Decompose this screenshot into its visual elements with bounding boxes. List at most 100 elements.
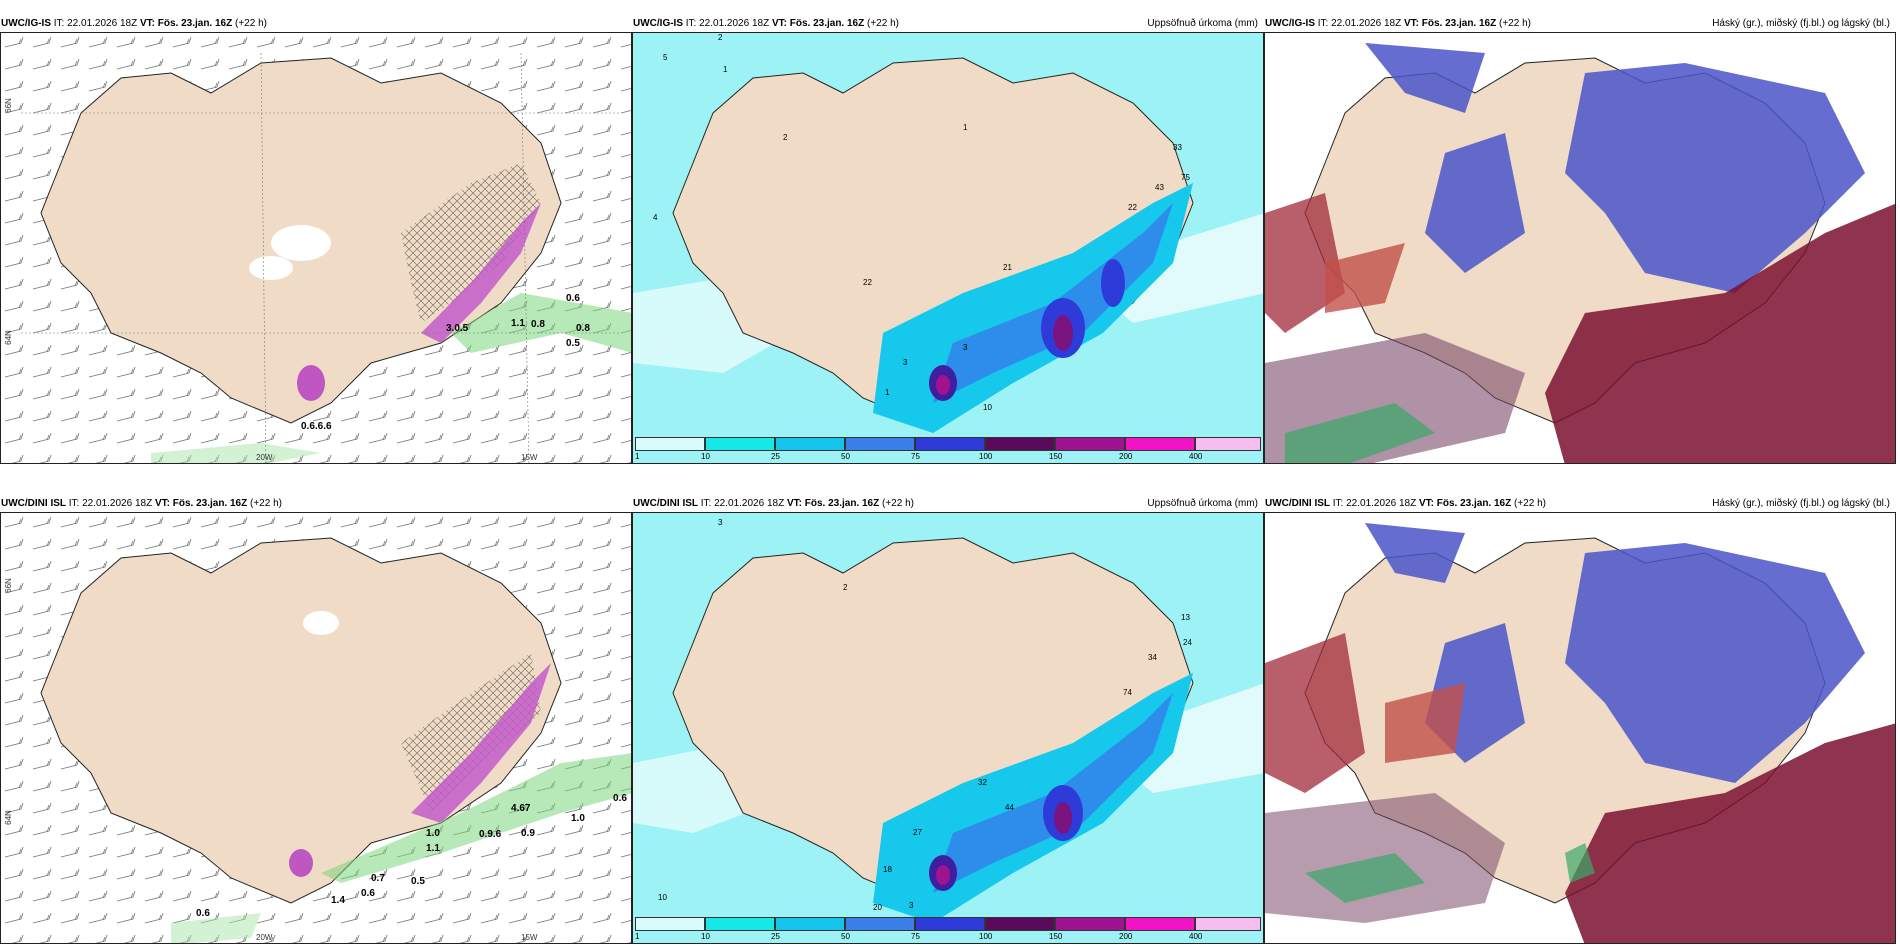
precip-value: 22 <box>1128 203 1137 212</box>
colorbar-label: 25 <box>771 932 780 941</box>
colorbar-segment <box>985 437 1055 451</box>
precip-value: 3 <box>718 518 723 527</box>
value-label: 1.4 <box>331 895 345 906</box>
lead-time: (+22 h) <box>1499 18 1531 29</box>
precip-value: 13 <box>1181 613 1190 622</box>
init-time: IT: 22.01.2026 18Z <box>1317 18 1402 29</box>
colorbar-segment <box>705 917 775 931</box>
valid-time: VT: Fös. 23.jan. 16Z <box>154 498 248 509</box>
precip-value: 1 <box>963 123 968 132</box>
value-label: 0.8 <box>531 319 545 330</box>
colorbar-label: 75 <box>911 932 920 941</box>
colorbar-label: 200 <box>1119 932 1133 941</box>
colorbar-label: 10 <box>701 452 710 461</box>
colorbar-label: 100 <box>979 452 993 461</box>
colorbar-label: 150 <box>1049 932 1063 941</box>
lat-label-64n: 64N <box>3 330 13 345</box>
model-name: UWC/DINI ISL <box>1265 498 1330 509</box>
lead-time: (+22 h) <box>250 498 282 509</box>
header-tc: UWC/IG-IS IT: 22.01.2026 18Z VT: Fös. 23… <box>632 16 1264 32</box>
init-time: IT: 22.01.2026 18Z <box>53 18 138 29</box>
map-precip-tc <box>633 33 1263 463</box>
map-panel-precip-bc: 3 2 13 24 34 74 32 44 27 18 20 3 10 1 10… <box>632 512 1264 944</box>
colorbar-label: 25 <box>771 452 780 461</box>
precip-value: 32 <box>978 778 987 787</box>
value-label: 4.67 <box>511 803 531 814</box>
colorbar-label: 50 <box>841 932 850 941</box>
init-time: IT: 22.01.2026 18Z <box>68 498 153 509</box>
precip-value: 33 <box>1173 143 1182 152</box>
precip-value: 74 <box>1123 688 1132 697</box>
colorbar-segment <box>775 437 845 451</box>
colorbar-segment <box>1195 437 1261 451</box>
map-precip-bc <box>633 513 1263 943</box>
colorbar-segment <box>1055 917 1125 931</box>
product-title: Uppsöfnuð úrkoma (mm) <box>1147 18 1258 29</box>
colorbar-label: 200 <box>1119 452 1133 461</box>
precip-value: 43 <box>1155 183 1164 192</box>
value-label: 1.1 <box>426 843 440 854</box>
colorbar-segment <box>775 917 845 931</box>
lead-time: (+22 h) <box>235 18 267 29</box>
precip-value: 2 <box>783 133 788 142</box>
colorbar-segment <box>1195 917 1261 931</box>
precip-value: 18 <box>883 865 892 874</box>
colorbar-segment <box>985 917 1055 931</box>
precip-value: 1 <box>723 65 728 74</box>
value-label: 0.9.6 <box>479 829 502 840</box>
map-clouds-tr <box>1265 33 1895 463</box>
precip-value: 10 <box>658 893 667 902</box>
product-title: Háský (gr.), miðský (fj.bl.) og lágský (… <box>1712 18 1890 29</box>
model-name: UWC/IG-IS <box>1265 18 1315 29</box>
precip-value: 5 <box>663 53 668 62</box>
map-panel-wind-bl: 20W 15W 66N 64N 0.6 1.0 4.67 1.0 0.9 0.9… <box>0 512 632 944</box>
value-label: 0.8 <box>576 323 590 334</box>
valid-time: VT: Fös. 23.jan. 16Z <box>786 498 880 509</box>
lead-time: (+22 h) <box>867 18 899 29</box>
model-name: UWC/DINI ISL <box>633 498 698 509</box>
value-label: 0.5 <box>411 876 425 887</box>
value-label: 0.6 <box>196 908 210 919</box>
valid-time: VT: Fös. 23.jan. 16Z <box>771 18 865 29</box>
colorbar-segment <box>915 917 985 931</box>
header-bl: UWC/DINI ISL IT: 22.01.2026 18Z VT: Fös.… <box>0 496 632 512</box>
model-name: UWC/IG-IS <box>633 18 683 29</box>
header-bc: UWC/DINI ISL IT: 22.01.2026 18Z VT: Fös.… <box>632 496 1264 512</box>
colorbar-segment <box>635 437 705 451</box>
map-panel-precip-tc: 5 2 1 2 4 1 33 75 43 22 22 21 3 3 1 10 1… <box>632 32 1264 464</box>
precip-value: 24 <box>1183 638 1192 647</box>
lead-time: (+22 h) <box>882 498 914 509</box>
lon-label-15w: 15W <box>521 453 538 462</box>
value-label: 0.6.6.6 <box>301 421 332 432</box>
value-label: 0.9 <box>521 828 535 839</box>
precip-value: 20 <box>873 903 882 912</box>
value-label: 0.7 <box>371 873 385 884</box>
precip-value: 75 <box>1181 173 1190 182</box>
init-time: IT: 22.01.2026 18Z <box>700 498 785 509</box>
lead-time: (+22 h) <box>1514 498 1546 509</box>
value-label: 0.6 <box>361 888 375 899</box>
model-name: UWC/DINI ISL <box>1 498 66 509</box>
colorbar-label: 75 <box>911 452 920 461</box>
precip-value: 4 <box>653 213 658 222</box>
init-time: IT: 22.01.2026 18Z <box>685 18 770 29</box>
colorbar-label: 10 <box>701 932 710 941</box>
colorbar-label: 150 <box>1049 452 1063 461</box>
colorbar-label: 100 <box>979 932 993 941</box>
colorbar-segment <box>1125 917 1195 931</box>
lon-label-20w: 20W <box>256 453 273 462</box>
value-label: 0.6 <box>566 293 580 304</box>
value-label: 1.0 <box>571 813 585 824</box>
init-time: IT: 22.01.2026 18Z <box>1332 498 1417 509</box>
colorbar-segment <box>845 917 915 931</box>
colorbar-segment <box>1055 437 1125 451</box>
value-label: 3.0.5 <box>446 323 469 334</box>
colorbar-segment <box>705 437 775 451</box>
lon-label-15w: 15W <box>521 933 538 942</box>
precip-value: 10 <box>983 403 992 412</box>
map-wind-bl <box>1 513 631 943</box>
value-label: 0.5 <box>566 338 580 349</box>
model-name: UWC/IG-IS <box>1 18 51 29</box>
precip-value: 3 <box>903 358 908 367</box>
lon-label-20w: 20W <box>256 933 273 942</box>
